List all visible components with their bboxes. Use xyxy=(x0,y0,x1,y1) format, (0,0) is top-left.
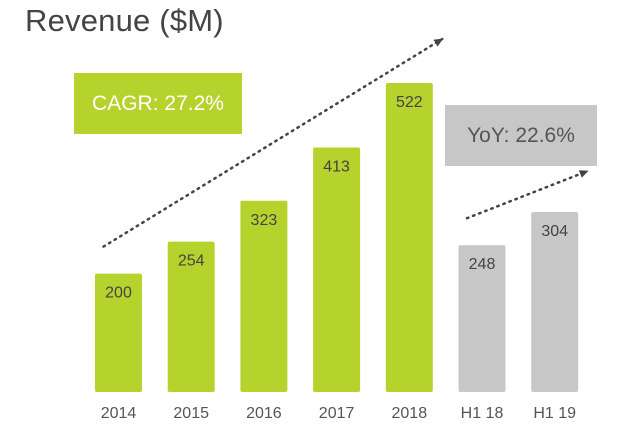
value-label: 254 xyxy=(178,253,205,270)
trend-arrow xyxy=(102,37,444,248)
bar-h1-18 xyxy=(458,245,506,392)
x-tick-label: H1 19 xyxy=(533,405,576,422)
value-label: 304 xyxy=(541,223,568,240)
bar-2015 xyxy=(167,241,215,392)
bar-2017 xyxy=(313,147,361,392)
x-tick-label: 2014 xyxy=(101,405,137,422)
chart-title: Revenue ($M) xyxy=(25,3,224,38)
value-labels-layer: 200 254 323 413 522 248 304 xyxy=(105,94,568,302)
x-tick-label: H1 18 xyxy=(461,405,504,422)
value-label: 323 xyxy=(251,212,278,229)
x-tick-label: 2018 xyxy=(392,405,428,422)
value-label: 200 xyxy=(105,285,132,302)
x-axis-ticks-layer: 2014 2015 2016 2017 2018 H1 18 H1 19 xyxy=(101,405,576,422)
x-tick-label: 2017 xyxy=(319,405,355,422)
x-tick-label: 2015 xyxy=(173,405,209,422)
value-label: 522 xyxy=(396,94,423,111)
bar-2014 xyxy=(95,273,142,392)
value-label: 413 xyxy=(323,159,350,176)
bar-2018 xyxy=(385,83,433,392)
x-tick-label: 2016 xyxy=(246,405,282,422)
bars-layer xyxy=(95,83,579,392)
value-label: 248 xyxy=(469,256,496,273)
trend-arrows-layer xyxy=(102,37,589,248)
cagr-callout: CAGR: 27.2% xyxy=(74,73,242,134)
yoy-callout: YoY: 22.6% xyxy=(445,105,597,166)
bar-2016 xyxy=(240,200,288,392)
trend-arrow xyxy=(465,169,589,220)
bar-h1-19 xyxy=(531,212,579,392)
